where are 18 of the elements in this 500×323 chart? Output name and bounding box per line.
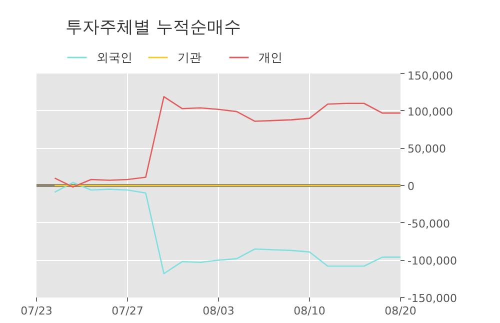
y-tick-label: 150,000 xyxy=(408,70,453,82)
y-tick-label: 50,000 xyxy=(408,142,446,156)
x-tick-label: 07/27 xyxy=(112,304,144,318)
legend-label: 기관 xyxy=(177,50,202,64)
legend-label: 개인 xyxy=(258,50,282,64)
y-tick-label: -50,000 xyxy=(408,217,450,230)
chart-title: 투자주체별 누적순매수 xyxy=(66,18,242,38)
y-tick-label: -150,000 xyxy=(408,292,457,305)
x-tick-label: 08/20 xyxy=(384,304,416,318)
x-tick-label: 08/03 xyxy=(202,304,234,318)
x-tick-label: 07/23 xyxy=(20,304,52,318)
y-tick-label: -100,000 xyxy=(408,254,457,268)
line-series xyxy=(54,182,400,274)
y-tick-label: 100,000 xyxy=(408,105,453,118)
line-series xyxy=(54,96,400,188)
y-tick-label: 0 xyxy=(408,180,414,193)
legend-label: 외국인 xyxy=(96,50,132,64)
x-tick-label: 08/10 xyxy=(294,304,326,318)
